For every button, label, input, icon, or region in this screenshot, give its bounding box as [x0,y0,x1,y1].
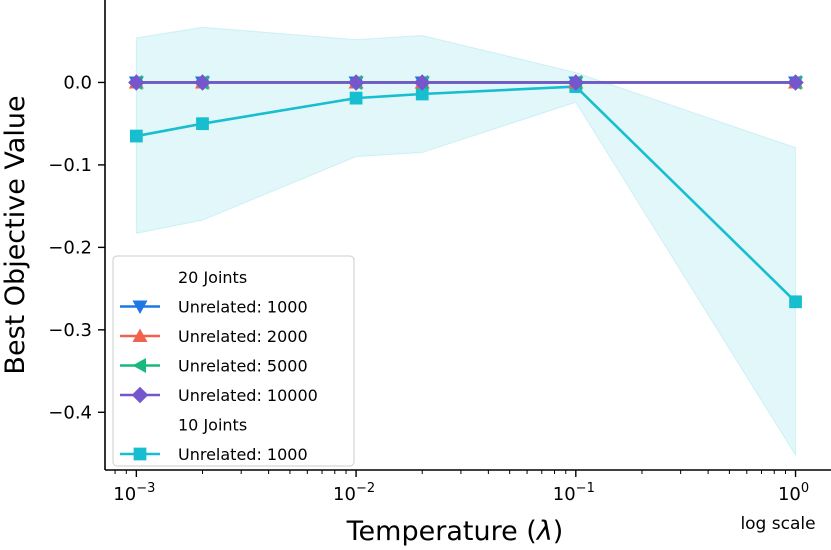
data-point [567,74,585,91]
data-point [349,91,363,105]
legend-marker [132,358,146,373]
data-point [787,74,804,91]
legend-label: Unrelated: 5000 [178,357,308,376]
data-point [129,129,143,143]
y-tick-label: −0.2 [48,237,92,258]
data-point [194,74,211,91]
legend-group-title: 10 Joints [178,416,247,435]
y-tick-label: −0.3 [48,320,92,341]
axes: 0.0 −0.1 −0.2 −0.3 −0.4 10−3 10−2 10−1 100 [48,0,831,505]
y-tick-label: −0.1 [48,155,92,176]
data-point [789,295,802,309]
x-axis-label: Temperature (λ) [346,516,564,547]
y-tick-label: −0.4 [48,402,92,423]
data-point [415,87,429,101]
legend-entry: Unrelated: 5000 [120,357,308,376]
legend-label: Unrelated: 1000 [178,445,308,464]
legend-marker [131,386,149,404]
legend-entry: Unrelated: 2000 [120,327,308,346]
x-tick-label: 10−1 [553,481,595,505]
series-line [136,85,797,303]
data-point [413,74,431,91]
x-tick-label: 10−3 [113,481,155,505]
log-scale-note: log scale [740,514,815,534]
legend-label: Unrelated: 2000 [178,327,308,346]
confidence-band-layer [135,26,797,457]
legend-group-title: 20 Joints [178,268,247,287]
y-axis-label: Best Objective Value [0,95,31,374]
legend: 20 Joints Unrelated: 1000 Unrelated: 2000 U… [112,255,355,467]
legend-entry: Unrelated: 10000 [120,386,318,405]
legend-label: Unrelated: 1000 [178,298,308,317]
legend-entry: Unrelated: 1000 [120,445,308,464]
series-layer [128,74,804,309]
x-tick-label: 100 [778,481,809,505]
legend-box [112,255,355,467]
legend-marker [133,447,147,461]
series-20-joints-unrelated-10000 [128,74,804,91]
x-tick-label: 10−2 [333,481,375,505]
y-tick-label: 0.0 [63,72,92,93]
legend-label: Unrelated: 10000 [178,386,318,405]
legend-marker [132,300,148,314]
legend-marker [132,328,148,342]
data-point [347,74,365,91]
data-point [128,74,145,91]
data-point [196,117,209,131]
confidence-band-10-joints [135,26,797,457]
legend-entry: Unrelated: 1000 [120,298,308,317]
